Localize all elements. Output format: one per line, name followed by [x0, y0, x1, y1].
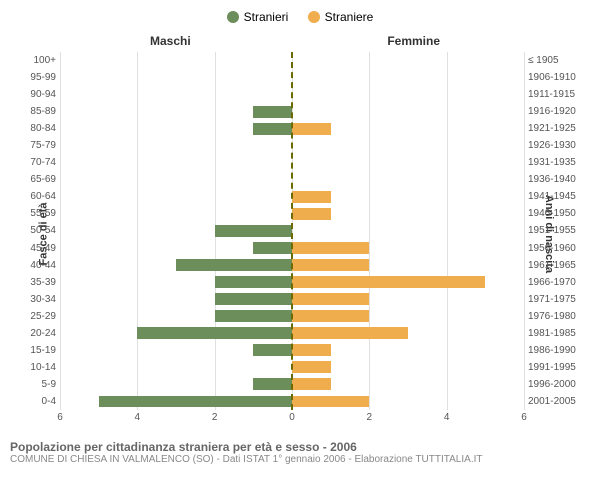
age-label: 35-39 — [16, 277, 56, 288]
bar-female — [292, 123, 331, 135]
bar-female — [292, 378, 331, 390]
x-tick-label: 6 — [521, 412, 527, 423]
bar-female — [292, 344, 331, 356]
birth-year-label: 1996-2000 — [528, 379, 586, 390]
bar-female — [292, 208, 331, 220]
birth-year-label: 1946-1950 — [528, 208, 586, 219]
bar-female — [292, 293, 369, 305]
bar-female — [292, 310, 369, 322]
center-line — [291, 52, 293, 410]
age-label: 55-59 — [16, 208, 56, 219]
bar-male — [253, 242, 292, 254]
birth-year-label: 1921-1925 — [528, 123, 586, 134]
bar-female — [292, 327, 408, 339]
birth-year-label: 1916-1920 — [528, 106, 586, 117]
x-tick-label: 0 — [289, 412, 295, 423]
bar-female — [292, 361, 331, 373]
birth-year-label: 1971-1975 — [528, 294, 586, 305]
age-label: 40-44 — [16, 260, 56, 271]
age-label: 95-99 — [16, 72, 56, 83]
bar-male — [215, 276, 292, 288]
chart-caption: Popolazione per cittadinanza straniera p… — [10, 440, 590, 454]
bar-male — [253, 378, 292, 390]
birth-year-label: 1931-1935 — [528, 157, 586, 168]
bar-male — [176, 259, 292, 271]
column-header-male: Maschi — [150, 34, 191, 48]
bar-female — [292, 242, 369, 254]
birth-year-label: 1956-1960 — [528, 243, 586, 254]
legend: Stranieri Straniere — [10, 10, 590, 26]
bar-female — [292, 276, 485, 288]
age-label: 0-4 — [16, 396, 56, 407]
x-tick-label: 4 — [444, 412, 450, 423]
x-tick-label: 2 — [212, 412, 218, 423]
birth-year-label: ≤ 1905 — [528, 55, 586, 66]
x-tick-label: 4 — [135, 412, 141, 423]
legend-swatch-male — [227, 11, 239, 23]
bar-male — [215, 293, 292, 305]
birth-year-label: 1966-1970 — [528, 277, 586, 288]
bar-male — [215, 225, 292, 237]
legend-label-male: Stranieri — [244, 10, 289, 24]
birth-year-label: 1926-1930 — [528, 140, 586, 151]
birth-year-label: 1911-1915 — [528, 89, 586, 100]
birth-year-label: 1906-1910 — [528, 72, 586, 83]
bar-female — [292, 191, 331, 203]
birth-year-label: 1991-1995 — [528, 362, 586, 373]
bar-male — [137, 327, 292, 339]
age-label: 80-84 — [16, 123, 56, 134]
birth-year-label: 1941-1945 — [528, 191, 586, 202]
age-label: 10-14 — [16, 362, 56, 373]
birth-year-label: 1976-1980 — [528, 311, 586, 322]
age-label: 25-29 — [16, 311, 56, 322]
bar-male — [253, 123, 292, 135]
grid-line — [524, 52, 525, 410]
legend-item-female: Straniere — [308, 10, 374, 24]
birth-year-label: 1981-1985 — [528, 328, 586, 339]
bar-female — [292, 259, 369, 271]
age-label: 50-54 — [16, 225, 56, 236]
age-label: 60-64 — [16, 191, 56, 202]
birth-year-label: 1951-1955 — [528, 225, 586, 236]
legend-label-female: Straniere — [325, 10, 374, 24]
bar-male — [99, 396, 292, 408]
bar-male — [253, 344, 292, 356]
x-tick-label: 2 — [367, 412, 373, 423]
age-label: 100+ — [16, 55, 56, 66]
birth-year-label: 1936-1940 — [528, 174, 586, 185]
pyramid-chart: Maschi Femmine Fasce di età Anni di nasc… — [10, 34, 590, 434]
age-label: 65-69 — [16, 174, 56, 185]
age-label: 75-79 — [16, 140, 56, 151]
chart-subcaption: COMUNE DI CHIESA IN VALMALENCO (SO) - Da… — [10, 454, 590, 465]
bar-male — [253, 106, 292, 118]
x-axis-ticks: 6 4 2 0 2 4 6 — [60, 412, 524, 426]
bar-male — [215, 310, 292, 322]
age-label: 15-19 — [16, 345, 56, 356]
age-label: 70-74 — [16, 157, 56, 168]
column-header-female: Femmine — [387, 34, 440, 48]
age-label: 85-89 — [16, 106, 56, 117]
age-label: 30-34 — [16, 294, 56, 305]
age-label: 90-94 — [16, 89, 56, 100]
bar-female — [292, 396, 369, 408]
plot-area: 100+≤ 190595-991906-191090-941911-191585… — [60, 52, 524, 410]
birth-year-label: 1961-1965 — [528, 260, 586, 271]
birth-year-label: 2001-2005 — [528, 396, 586, 407]
age-label: 20-24 — [16, 328, 56, 339]
age-label: 45-49 — [16, 243, 56, 254]
legend-swatch-female — [308, 11, 320, 23]
legend-item-male: Stranieri — [227, 10, 289, 24]
age-label: 5-9 — [16, 379, 56, 390]
x-tick-label: 6 — [57, 412, 63, 423]
birth-year-label: 1986-1990 — [528, 345, 586, 356]
